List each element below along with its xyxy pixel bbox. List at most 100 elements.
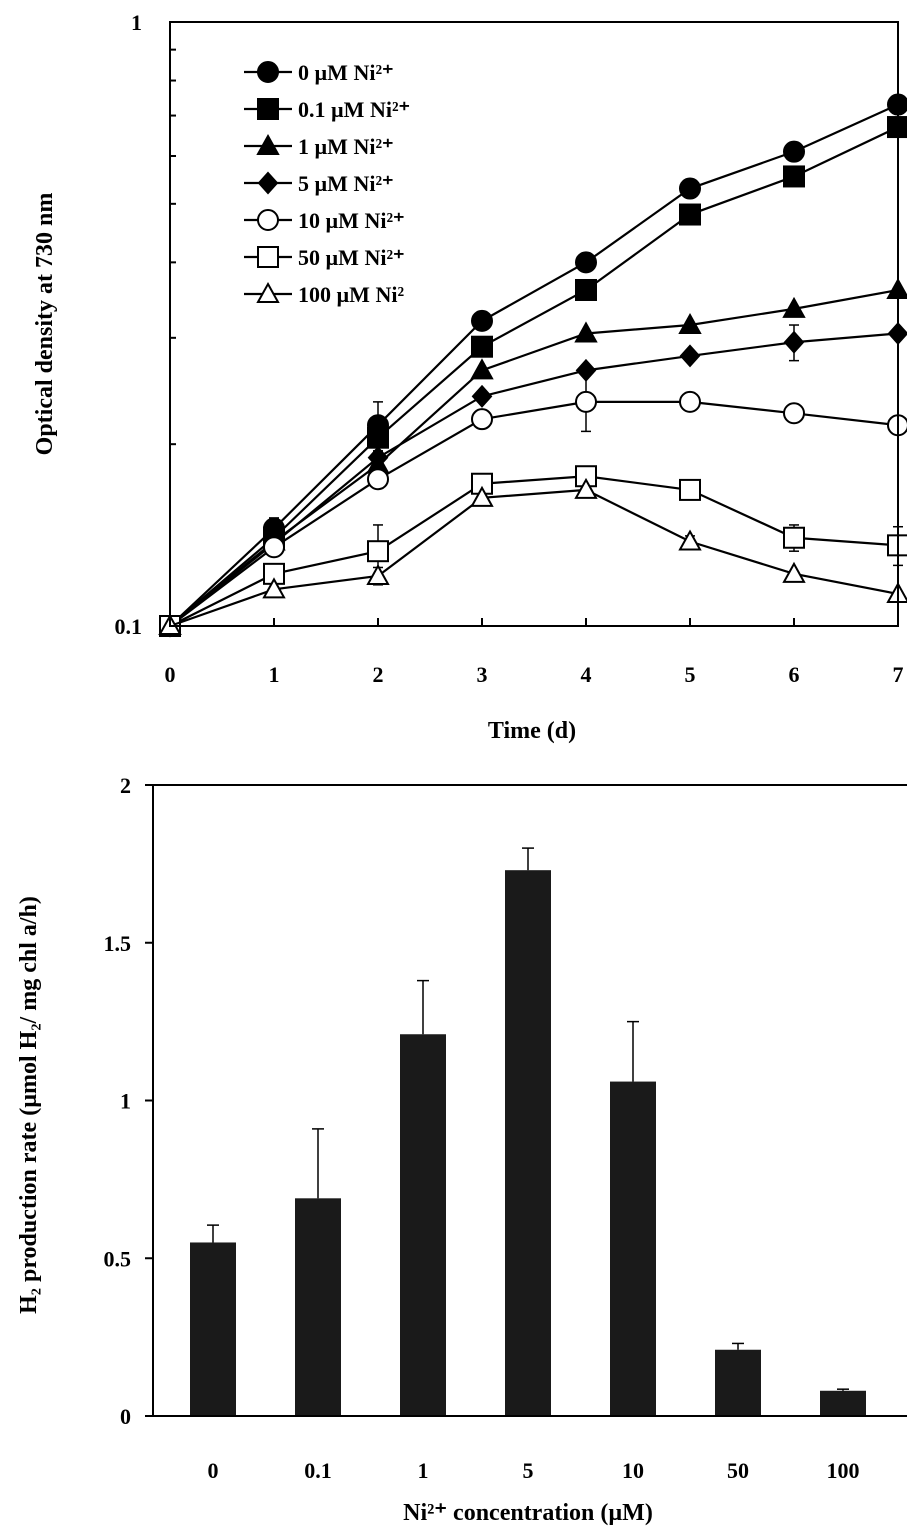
data-point bbox=[575, 390, 597, 413]
bar-0 bbox=[190, 1224, 236, 1416]
bar bbox=[610, 1081, 656, 1416]
line-chart-plot-frame bbox=[169, 21, 899, 627]
data-point bbox=[679, 478, 701, 501]
series-line bbox=[169, 103, 899, 627]
bar-50 bbox=[715, 1342, 761, 1416]
legend-marker bbox=[257, 98, 279, 120]
data-point bbox=[367, 540, 389, 563]
data-point bbox=[574, 477, 598, 499]
bar-chart-x-tick-label: 100 bbox=[827, 1458, 860, 1483]
bar-chart-x-tick-label: 50 bbox=[727, 1458, 749, 1483]
legend-label: 10 µM Ni²⁺ bbox=[298, 208, 405, 233]
data-point bbox=[367, 446, 389, 470]
legend-marker bbox=[256, 281, 280, 303]
data-point bbox=[471, 408, 493, 431]
series-line bbox=[169, 488, 899, 628]
line-chart-x-axis-title: Time (d) bbox=[488, 718, 576, 744]
data-point bbox=[678, 312, 702, 335]
legend-label: 5 µM Ni²⁺ bbox=[298, 171, 394, 196]
bar-chart-x-axis-title: Ni²⁺ concentration (µM) bbox=[403, 1500, 653, 1526]
bar bbox=[820, 1390, 866, 1416]
data-point bbox=[471, 384, 493, 408]
bar bbox=[505, 870, 551, 1416]
bar-chart-x-tick-label: 0 bbox=[208, 1458, 219, 1483]
data-point bbox=[470, 485, 494, 507]
line-chart-x-tick-label: 1 bbox=[269, 662, 280, 687]
data-point bbox=[470, 358, 494, 380]
legend-item: 50 µM Ni²⁺ bbox=[244, 245, 405, 270]
bar-chart: 0 0.1 1 5 10 50 100 0 0.5 1 1.5 2 Ni²⁺ concentratio… bbox=[16, 773, 907, 1526]
bar-chart-y-tick-label: 0.5 bbox=[104, 1246, 132, 1271]
bar-chart-y-tick-label: 0 bbox=[120, 1404, 131, 1429]
data-point bbox=[575, 278, 597, 301]
data-point bbox=[367, 426, 389, 449]
bar bbox=[715, 1349, 761, 1416]
legend-label: 0 µM Ni²⁺ bbox=[298, 60, 394, 85]
legend-label: 100 µM Ni² bbox=[298, 282, 404, 307]
bar-10 bbox=[610, 1020, 656, 1416]
bar-chart-y-tick-label: 1 bbox=[120, 1089, 131, 1114]
data-point bbox=[574, 321, 598, 343]
data-point bbox=[783, 140, 805, 163]
bar bbox=[295, 1198, 341, 1416]
legend-item: 5 µM Ni²⁺ bbox=[244, 171, 394, 196]
legend-item: 0.1 µM Ni²⁺ bbox=[244, 97, 410, 122]
legend-marker bbox=[257, 246, 279, 268]
legend-item: 10 µM Ni²⁺ bbox=[244, 208, 405, 233]
legend-marker bbox=[257, 171, 279, 195]
line-chart-y-tick-label: 1 bbox=[131, 10, 142, 35]
data-point bbox=[782, 561, 806, 583]
data-point bbox=[783, 165, 805, 188]
bar-chart-y-tick-label: 2 bbox=[120, 773, 131, 798]
bar-chart-y-axis-title: H₂ production rate (µmol H₂/ mg chl a/h) bbox=[16, 896, 42, 1314]
data-point bbox=[471, 309, 493, 332]
data-point bbox=[679, 177, 701, 200]
line-chart-x-tick-label: 6 bbox=[789, 662, 800, 687]
series-line bbox=[169, 126, 899, 627]
data-point bbox=[783, 526, 805, 549]
line-chart-legend: 0 µM Ni²⁺ 0.1 µM Ni²⁺ 1 µM Ni²⁺ 5 µM Ni²⁺ 10… bbox=[244, 60, 410, 307]
bar bbox=[400, 1034, 446, 1416]
bar-100 bbox=[820, 1388, 866, 1416]
line-chart: 0 µM Ni²⁺0.1 µM Ni²⁺1 µM Ni²⁺5 µM Ni²⁺10… bbox=[32, 10, 907, 744]
legend-marker bbox=[257, 209, 279, 231]
legend-label: 1 µM Ni²⁺ bbox=[298, 134, 394, 159]
series-line bbox=[169, 475, 899, 627]
data-point bbox=[678, 529, 702, 551]
bar bbox=[190, 1242, 236, 1416]
line-chart-x-tick-label: 3 bbox=[477, 662, 488, 687]
bar-chart-x-tick-label: 10 bbox=[622, 1458, 644, 1483]
line-chart-x-tick-label: 5 bbox=[685, 662, 696, 687]
data-point bbox=[679, 390, 701, 413]
line-chart-y-axis-title: Optical density at 730 nm bbox=[32, 193, 58, 456]
series-line bbox=[169, 332, 899, 627]
series-line bbox=[169, 400, 899, 627]
bar-chart-x-tick-label: 0.1 bbox=[304, 1458, 332, 1483]
bar-1 bbox=[400, 979, 446, 1416]
legend-item: 100 µM Ni² bbox=[244, 281, 404, 307]
bar-chart-x-tick-label: 1 bbox=[418, 1458, 429, 1483]
data-point bbox=[262, 577, 286, 599]
legend-item: 1 µM Ni²⁺ bbox=[244, 133, 394, 159]
data-point bbox=[782, 296, 806, 318]
line-chart-x-tick-label: 7 bbox=[893, 662, 904, 687]
series-0-1-m-ni bbox=[159, 116, 907, 637]
line-chart-x-tick-label: 2 bbox=[373, 662, 384, 687]
bar-5 bbox=[505, 847, 551, 1416]
legend-marker bbox=[256, 133, 280, 155]
data-point bbox=[575, 251, 597, 274]
data-point bbox=[679, 203, 701, 226]
line-chart-y-tick-label: 0.1 bbox=[115, 614, 143, 639]
legend-item: 0 µM Ni²⁺ bbox=[244, 60, 394, 85]
legend-label: 0.1 µM Ni²⁺ bbox=[298, 97, 410, 122]
line-chart-x-tick-label: 4 bbox=[581, 662, 592, 687]
data-point bbox=[366, 563, 390, 585]
legend-label: 50 µM Ni²⁺ bbox=[298, 245, 405, 270]
legend-marker bbox=[257, 61, 279, 83]
data-point bbox=[471, 335, 493, 358]
bar-0-1 bbox=[295, 1128, 341, 1416]
data-point bbox=[679, 344, 701, 368]
data-point bbox=[263, 536, 285, 559]
line-chart-x-tick-label: 0 bbox=[165, 662, 176, 687]
bar-chart-x-tick-label: 5 bbox=[523, 1458, 534, 1483]
